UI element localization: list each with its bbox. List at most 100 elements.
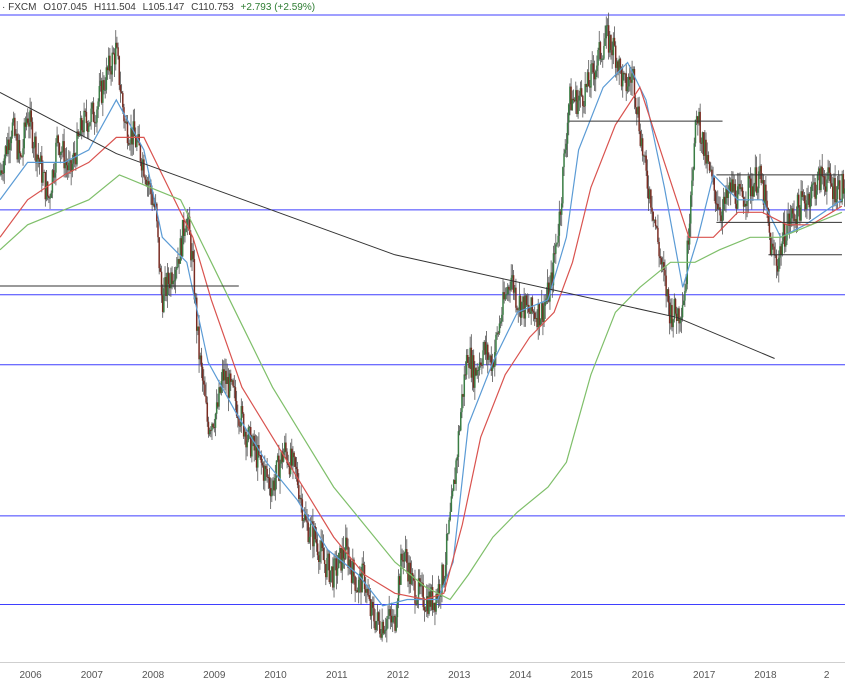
candle-up	[571, 98, 573, 111]
candle-down	[801, 191, 804, 197]
candle-up	[282, 452, 285, 462]
candle-down	[808, 193, 811, 208]
candle-up	[540, 303, 543, 320]
candle-down	[650, 189, 652, 208]
candle-down	[792, 208, 794, 214]
candle-down	[158, 237, 160, 269]
candle-up	[499, 321, 502, 324]
candle-down	[1, 170, 3, 173]
candle-down	[625, 73, 627, 92]
candle-down	[655, 226, 658, 228]
candle-down	[193, 258, 196, 300]
candle-up	[463, 374, 466, 397]
candle-down	[316, 543, 319, 556]
candle-up	[546, 282, 549, 299]
candle-up	[51, 170, 54, 193]
candle-down	[286, 451, 288, 464]
candle-up	[807, 193, 809, 201]
candle-up	[329, 570, 332, 583]
candle-down	[411, 572, 414, 577]
candle-down	[227, 377, 230, 398]
candle-up	[751, 186, 753, 197]
candle-down	[113, 53, 116, 65]
candle-up	[240, 406, 243, 426]
candle-down	[536, 317, 538, 328]
candle-up	[152, 203, 155, 206]
candle-up	[254, 445, 257, 451]
candle-down	[178, 259, 180, 264]
candle-up	[753, 184, 755, 197]
candle-down	[140, 161, 143, 171]
candle-up	[496, 332, 498, 335]
candle-up	[440, 594, 442, 597]
candle-up	[810, 184, 813, 199]
candle-up	[826, 179, 828, 192]
candle-down	[139, 145, 142, 162]
candle-down	[219, 387, 221, 393]
candle-up	[456, 457, 458, 461]
candle-up	[221, 369, 224, 382]
candle-up	[501, 314, 503, 322]
candle-up	[375, 621, 378, 630]
candle-up	[130, 127, 132, 144]
candle-down	[620, 67, 623, 87]
candle-down	[117, 47, 119, 57]
candle-down	[267, 476, 270, 478]
x-tick-label: 2009	[203, 670, 226, 681]
candle-down	[363, 565, 366, 590]
candle-down	[776, 265, 779, 272]
candle-down	[431, 587, 434, 610]
candle-up	[370, 601, 373, 617]
candle-up	[174, 269, 177, 281]
candle-up	[670, 305, 672, 324]
candle-down	[421, 582, 423, 584]
candle-down	[353, 559, 355, 577]
candle-up	[170, 272, 172, 289]
candle-down	[52, 170, 55, 178]
candle-up	[606, 25, 609, 27]
x-tick-label: 2007	[81, 670, 104, 681]
candle-up	[609, 35, 611, 53]
candle-down	[525, 295, 528, 306]
candle-up	[794, 218, 796, 222]
candle-up	[483, 341, 485, 351]
candle-up	[256, 445, 259, 468]
candle-down	[647, 188, 650, 200]
candle-down	[93, 121, 96, 124]
candle-up	[744, 203, 746, 207]
candle-up	[441, 564, 443, 595]
candle-up	[586, 72, 589, 87]
candle-down	[362, 563, 365, 566]
candle-up	[740, 187, 742, 190]
candle-down	[531, 297, 534, 312]
candle-up	[327, 553, 329, 558]
candle-up	[578, 95, 581, 101]
candle-up	[146, 181, 149, 186]
candle-up	[600, 58, 603, 60]
x-tick-label: 2014	[509, 670, 532, 681]
candle-down	[315, 539, 318, 544]
candle-down	[372, 601, 374, 608]
candle-up	[526, 304, 529, 306]
candle-up	[279, 463, 281, 481]
candle-up	[345, 537, 347, 559]
candle-down	[607, 25, 610, 53]
candle-down	[570, 86, 572, 111]
candle-down	[828, 167, 830, 173]
candle-down	[200, 355, 203, 367]
candle-up	[404, 549, 407, 554]
candle-down	[819, 168, 821, 191]
candle-down	[144, 176, 146, 180]
candle-up	[68, 162, 70, 171]
candle-down	[167, 272, 170, 285]
candle-down	[131, 127, 133, 145]
candle-down	[749, 178, 752, 197]
candle-down	[127, 143, 130, 145]
candle-down	[583, 105, 585, 107]
candle-up	[643, 155, 645, 157]
candle-down	[490, 355, 493, 371]
candle-up	[275, 460, 278, 478]
candle-up	[709, 169, 712, 171]
